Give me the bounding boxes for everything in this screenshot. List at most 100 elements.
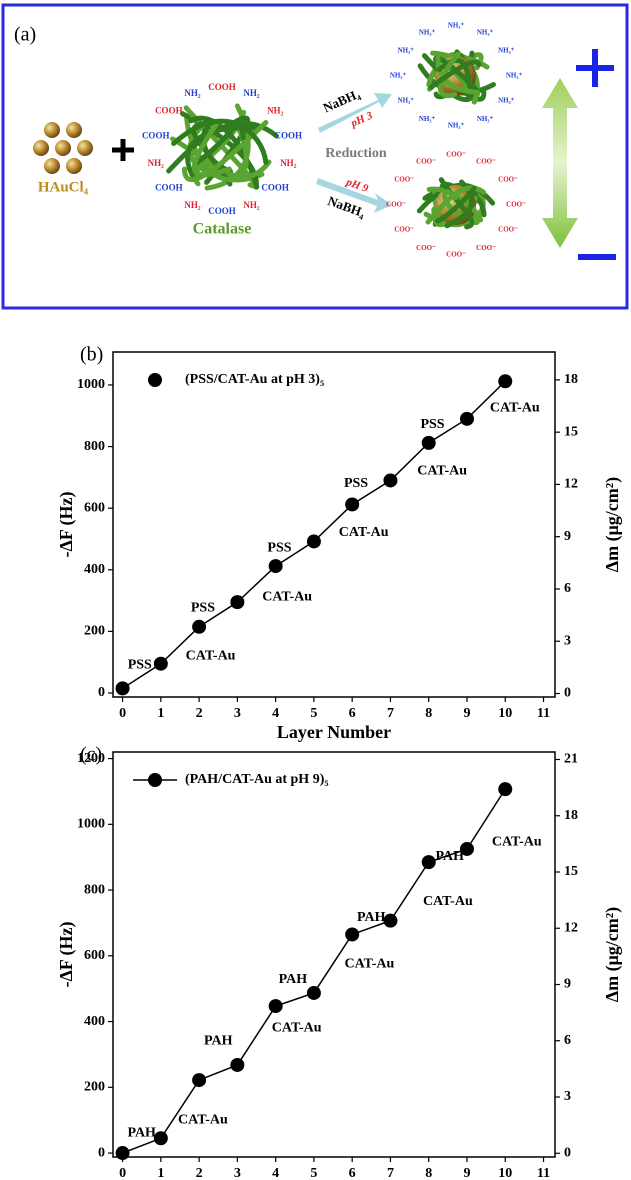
x-tick-label: 4 — [272, 1166, 279, 1180]
x-tick-label: 6 — [349, 706, 356, 721]
point-annotation: PAH — [436, 849, 465, 864]
data-point — [153, 1131, 168, 1146]
group-label: COO⁻ — [446, 251, 466, 259]
y2-axis-label: Δm (μg/cm²) — [602, 477, 623, 572]
data-point — [306, 534, 321, 549]
y-tick-label: 400 — [84, 562, 105, 577]
y-tick-label: 600 — [84, 500, 105, 515]
x-tick-label: 1 — [157, 706, 164, 721]
point-annotation: PAH — [204, 1034, 233, 1049]
protein-strand — [192, 121, 246, 167]
point-annotation: PSS — [267, 540, 291, 555]
y-tick-label: 400 — [84, 1014, 105, 1029]
x-tick-label: 8 — [425, 706, 432, 721]
group-label: NH₂ — [267, 105, 284, 115]
point-annotation: CAT-Au — [262, 590, 312, 605]
group-label: COO⁻ — [498, 226, 518, 234]
point-annotation: PSS — [128, 657, 152, 672]
data-point — [498, 374, 513, 389]
protein-strand — [191, 120, 232, 178]
group-label: NH₃⁺ — [419, 28, 436, 36]
group-label: COOH — [155, 183, 183, 193]
process-label: Reduction — [325, 146, 387, 161]
y2-tick-label: 15 — [564, 864, 578, 879]
reaction-arrow — [316, 178, 392, 213]
data-point — [115, 1146, 130, 1161]
y-tick-label: 0 — [98, 685, 105, 700]
x-tick-label: 10 — [498, 706, 512, 721]
point-annotation: CAT-Au — [490, 400, 540, 415]
group-label: NH₃⁺ — [448, 22, 465, 30]
group-label: COO⁻ — [416, 157, 436, 165]
group-label: NH₂ — [184, 88, 201, 98]
y2-tick-label: 18 — [564, 808, 578, 823]
x-tick-label: 8 — [425, 1166, 432, 1180]
point-annotation: PSS — [420, 417, 444, 432]
x-tick-label: 3 — [234, 1166, 241, 1180]
protein-strand — [435, 54, 481, 95]
protein-strand — [437, 51, 462, 99]
panel-frame — [1, 3, 629, 310]
data-point — [383, 473, 398, 488]
y2-tick-label: 12 — [564, 477, 578, 492]
x-tick-label: 0 — [119, 1166, 126, 1180]
group-label: NH₃⁺ — [448, 122, 465, 130]
y2-tick-label: 0 — [564, 686, 571, 701]
protein-strand — [428, 59, 482, 90]
x-tick-label: 10 — [498, 1166, 512, 1180]
x-tick-label: 9 — [463, 706, 470, 721]
y-axis-label: -ΔF (Hz) — [56, 491, 77, 557]
data-point — [345, 927, 360, 942]
group-label: COOH — [155, 105, 183, 115]
plot-frame — [112, 751, 556, 1158]
y2-tick-label: 6 — [564, 1033, 571, 1048]
charge-arrow — [542, 78, 578, 248]
panel-label: (c) — [80, 744, 102, 766]
precursor-label: HAuCl₄ — [38, 179, 89, 195]
legend-label: (PSS/CAT-Au at pH 3)₅ — [185, 372, 324, 387]
data-point — [459, 841, 474, 856]
data-point — [383, 913, 398, 928]
data-point — [421, 435, 436, 450]
group-label: NH₃⁺ — [419, 115, 436, 123]
group-label: COO⁻ — [394, 226, 414, 234]
panel-label: (a) — [14, 24, 36, 46]
point-annotation: CAT-Au — [423, 894, 473, 909]
point-annotation: PSS — [191, 601, 215, 616]
y2-tick-label: 9 — [564, 977, 571, 992]
series-line — [122, 788, 506, 1154]
data-point — [306, 985, 321, 1000]
gold-precursor — [33, 122, 93, 174]
y2-tick-label: 12 — [564, 920, 578, 935]
point-annotation: PAH — [127, 1126, 156, 1141]
group-label: NH₃⁺ — [498, 97, 515, 105]
y2-tick-label: 3 — [564, 633, 571, 648]
point-annotation: CAT-Au — [186, 648, 236, 663]
group-label: NH₂ — [280, 158, 297, 168]
protein-strand — [425, 185, 486, 225]
schematic-panel: (a) HAuCl₄ COOHNH₂NH₂COOHNH₂COOHNH₂COOHN… — [1, 3, 629, 310]
data-point — [153, 656, 168, 671]
data-point — [268, 559, 283, 574]
x-tick-label: 2 — [196, 1166, 203, 1180]
point-annotation: CAT-Au — [492, 835, 542, 850]
y2-tick-label: 18 — [564, 372, 578, 387]
panel-label: (b) — [80, 344, 103, 366]
point-annotation: CAT-Au — [344, 956, 394, 971]
data-point — [459, 411, 474, 426]
data-point — [230, 1057, 245, 1072]
group-label: NH₂ — [243, 200, 260, 210]
reaction-arrow — [318, 93, 392, 133]
y-tick-label: 1200 — [77, 751, 105, 766]
data-point — [115, 681, 130, 696]
point-annotation: PAH — [357, 910, 386, 925]
positive-sign — [576, 49, 614, 87]
x-tick-label: 1 — [157, 1166, 164, 1180]
y-tick-label: 1000 — [77, 817, 105, 832]
group-label: COO⁻ — [416, 244, 436, 252]
group-label: NH₃⁺ — [477, 28, 494, 36]
x-tick-label: 7 — [387, 706, 394, 721]
group-label: NH₃⁺ — [398, 97, 415, 105]
